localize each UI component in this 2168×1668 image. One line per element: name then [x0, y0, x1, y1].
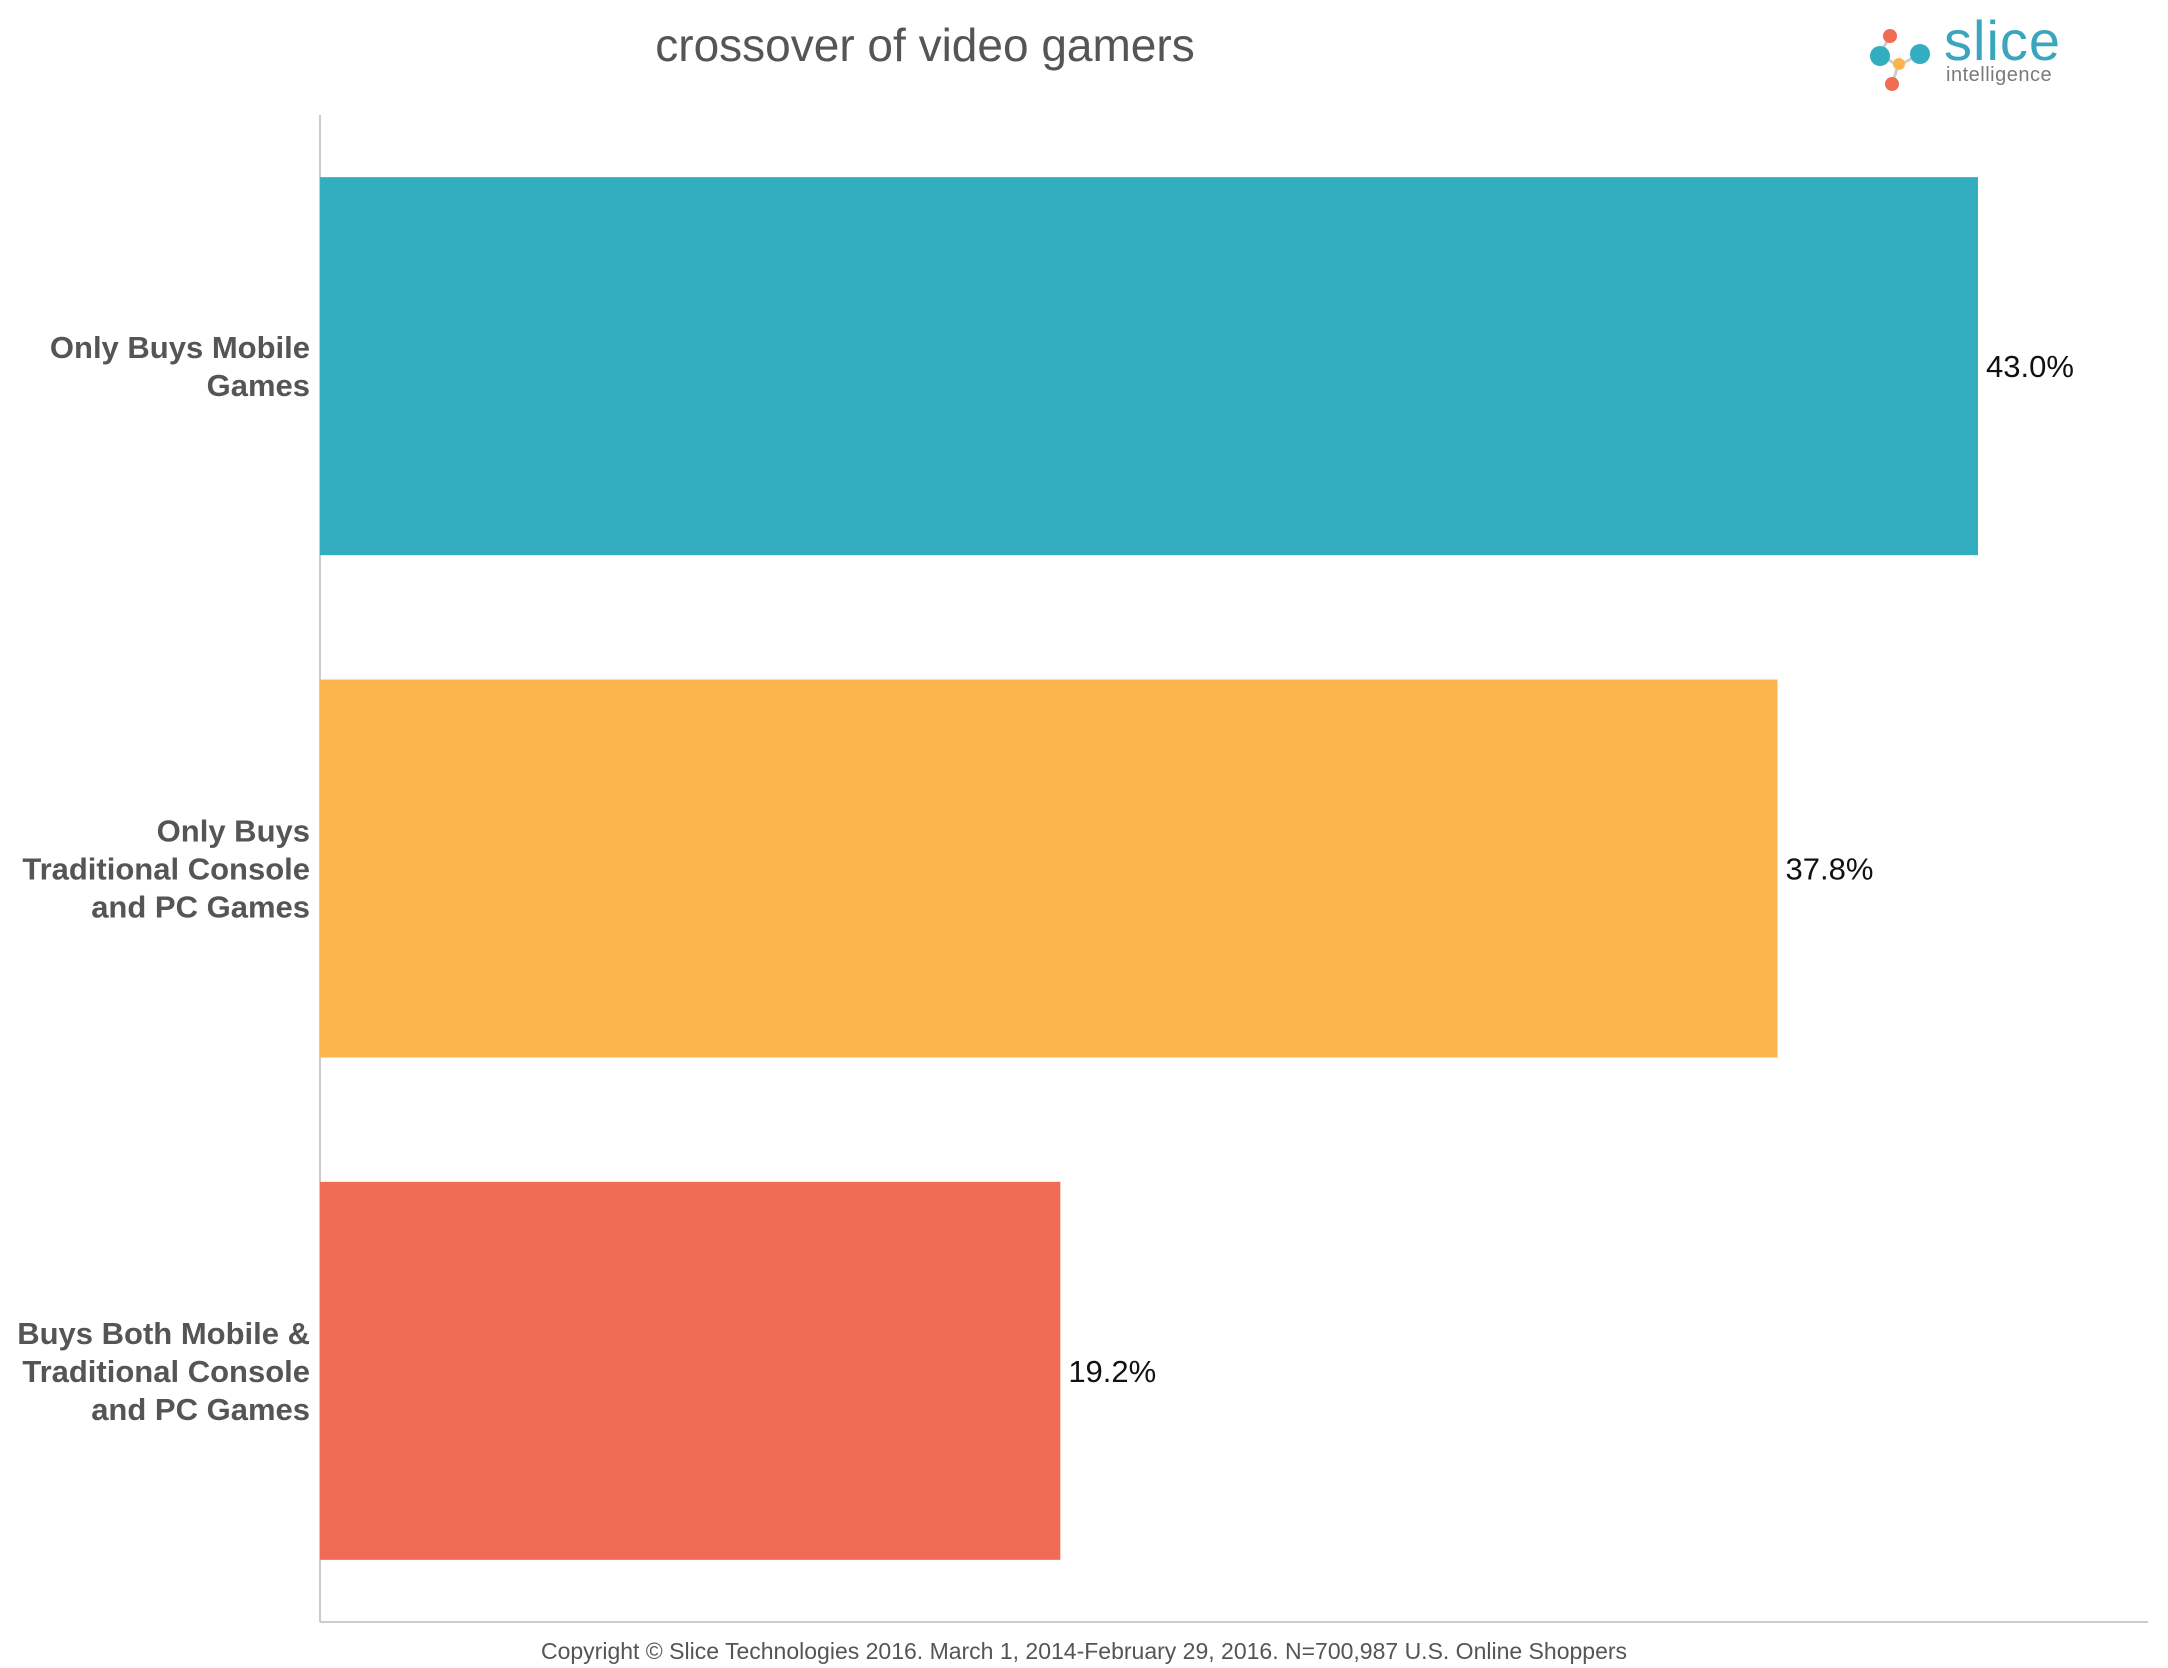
molecule-icon [1870, 29, 1930, 91]
value-label-3: 19.2% [1068, 1354, 1156, 1389]
logo-subtitle: intelligence [1946, 64, 2053, 86]
copyright-footer: Copyright © Slice Technologies 2016. Mar… [540, 1638, 1628, 1664]
bar-2 [320, 679, 1778, 1058]
chart-title: crossover of video gamers [655, 19, 1195, 71]
bar-1 [320, 177, 1978, 556]
logo-word: slice [1944, 9, 2062, 72]
bar-3 [320, 1181, 1061, 1560]
value-label-1: 43.0% [1986, 349, 2074, 384]
slice-intelligence-logo: slice intelligence [1868, 9, 2108, 94]
category-label-1: Only Buys Mobile Games [50, 330, 310, 403]
category-label-3: Buys Both Mobile & Traditional Console and… [17, 1316, 310, 1427]
category-label-2: Only Buys Traditional Console and PC Games [22, 814, 310, 925]
value-label-2: 37.8% [1785, 852, 1873, 887]
